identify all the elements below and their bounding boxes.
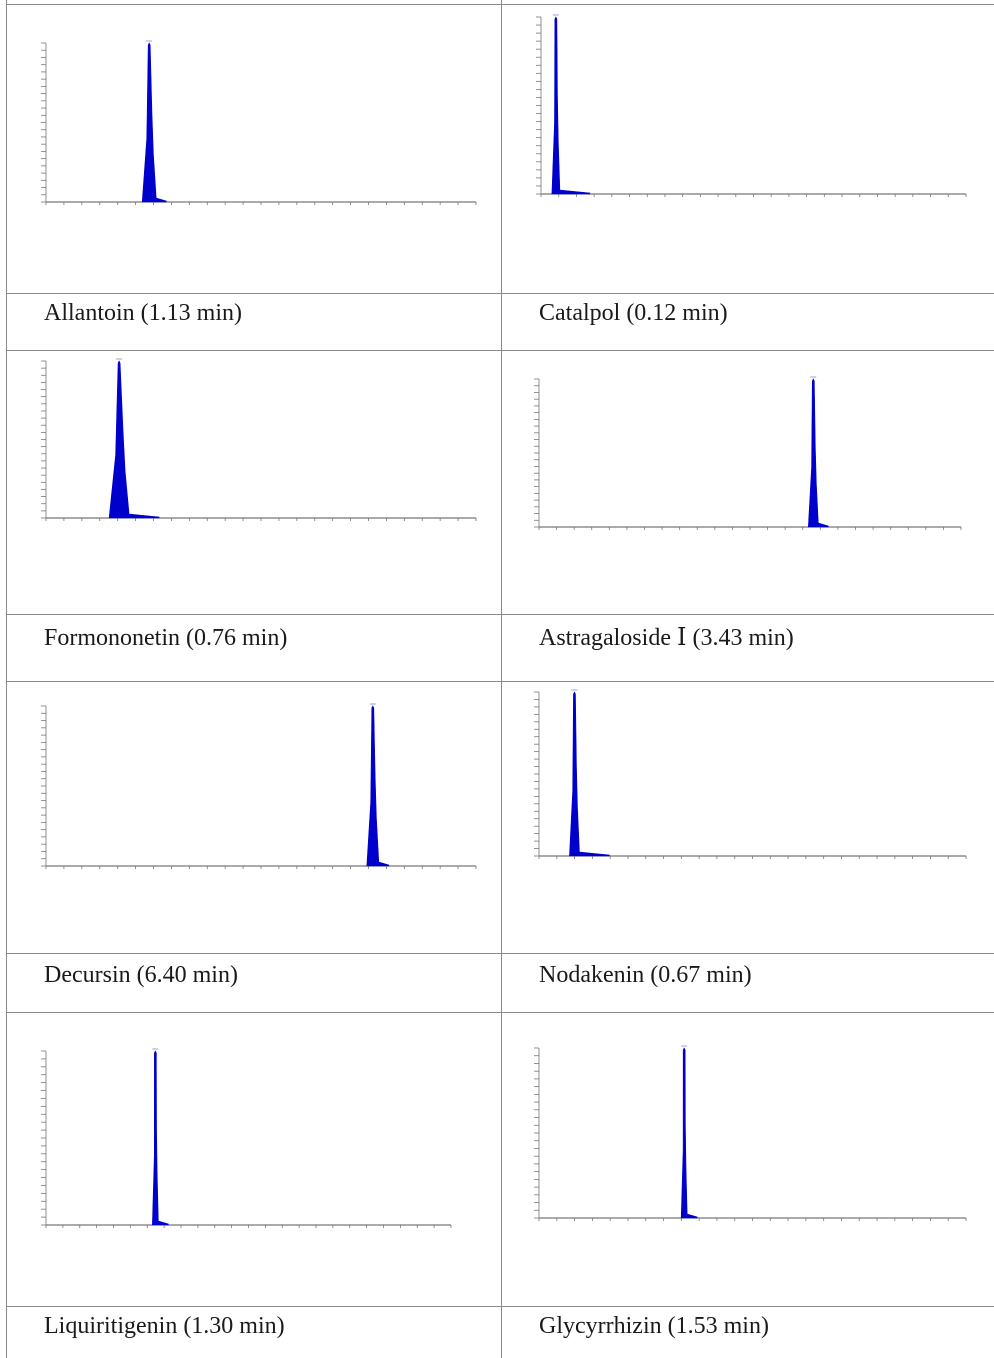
chart-plot-area: [41, 1048, 452, 1228]
chromatogram-glycyrrhizin: [534, 1045, 967, 1221]
chart-plot-area: [41, 358, 477, 521]
chart-cell-allantoin: [6, 4, 502, 293]
peak-area: [366, 705, 390, 867]
label-cell-allantoin: Allantoin (1.13 min): [6, 293, 502, 350]
label-cell-glycyrrhizin: Glycyrrhizin (1.53 min): [501, 1306, 994, 1358]
peak-area: [141, 42, 167, 203]
chromatogram-decursin: [41, 703, 477, 869]
chart-plot-area: [534, 1045, 967, 1221]
chart-plot-area: [41, 40, 477, 205]
peak-area: [680, 1047, 698, 1219]
chromatogram-catalpol: [536, 14, 967, 197]
table-left-border: [6, 0, 7, 1358]
chart-cell-astragaloside: [501, 350, 994, 614]
label-cell-catalpol: Catalpol (0.12 min): [501, 293, 994, 350]
chart-plot-area: [536, 14, 967, 197]
label-cell-liquiritigenin: Liquiritigenin (1.30 min): [6, 1306, 502, 1358]
chart-plot-area: [41, 703, 477, 869]
compound-label: Nodakenin (0.67 min): [539, 962, 752, 988]
chart-plot-area: [534, 689, 967, 859]
label-cell-decursin: Decursin (6.40 min): [6, 953, 502, 1012]
chart-cell-nodakenin: [501, 681, 994, 953]
chromatogram-liquiritigenin: [41, 1048, 452, 1228]
compound-label: Glycyrrhizin (1.53 min): [539, 1313, 769, 1339]
chart-cell-catalpol: [501, 4, 994, 293]
peak-area: [569, 691, 610, 857]
chart-cell-decursin: [6, 681, 502, 953]
compound-label: Liquiritigenin (1.30 min): [44, 1313, 285, 1339]
compound-label: Allantoin (1.13 min): [44, 300, 242, 326]
chromatogram-allantoin: [41, 40, 477, 205]
table-center-divider: [501, 0, 502, 1358]
peak-area: [807, 378, 829, 528]
chart-cell-glycyrrhizin: [501, 1012, 994, 1306]
chromatogram-astragaloside: [534, 376, 962, 530]
label-cell-nodakenin: Nodakenin (0.67 min): [501, 953, 994, 1012]
chart-cell-liquiritigenin: [6, 1012, 502, 1306]
label-cell-astragaloside: Astragaloside Ⅰ (3.43 min): [501, 614, 994, 681]
chromatogram-formononetin: [41, 358, 477, 521]
peak-area: [108, 360, 160, 519]
chart-plot-area: [534, 376, 962, 530]
peak-area: [551, 16, 591, 195]
compound-label: Formononetin (0.76 min): [44, 625, 288, 651]
label-cell-formononetin: Formononetin (0.76 min): [6, 614, 502, 681]
chromatogram-nodakenin: [534, 689, 967, 859]
peak-area: [152, 1050, 169, 1226]
compound-label: Catalpol (0.12 min): [539, 300, 728, 326]
chart-cell-formononetin: [6, 350, 502, 614]
compound-label: Astragaloside Ⅰ (3.43 min): [539, 625, 794, 651]
compound-label: Decursin (6.40 min): [44, 962, 238, 988]
